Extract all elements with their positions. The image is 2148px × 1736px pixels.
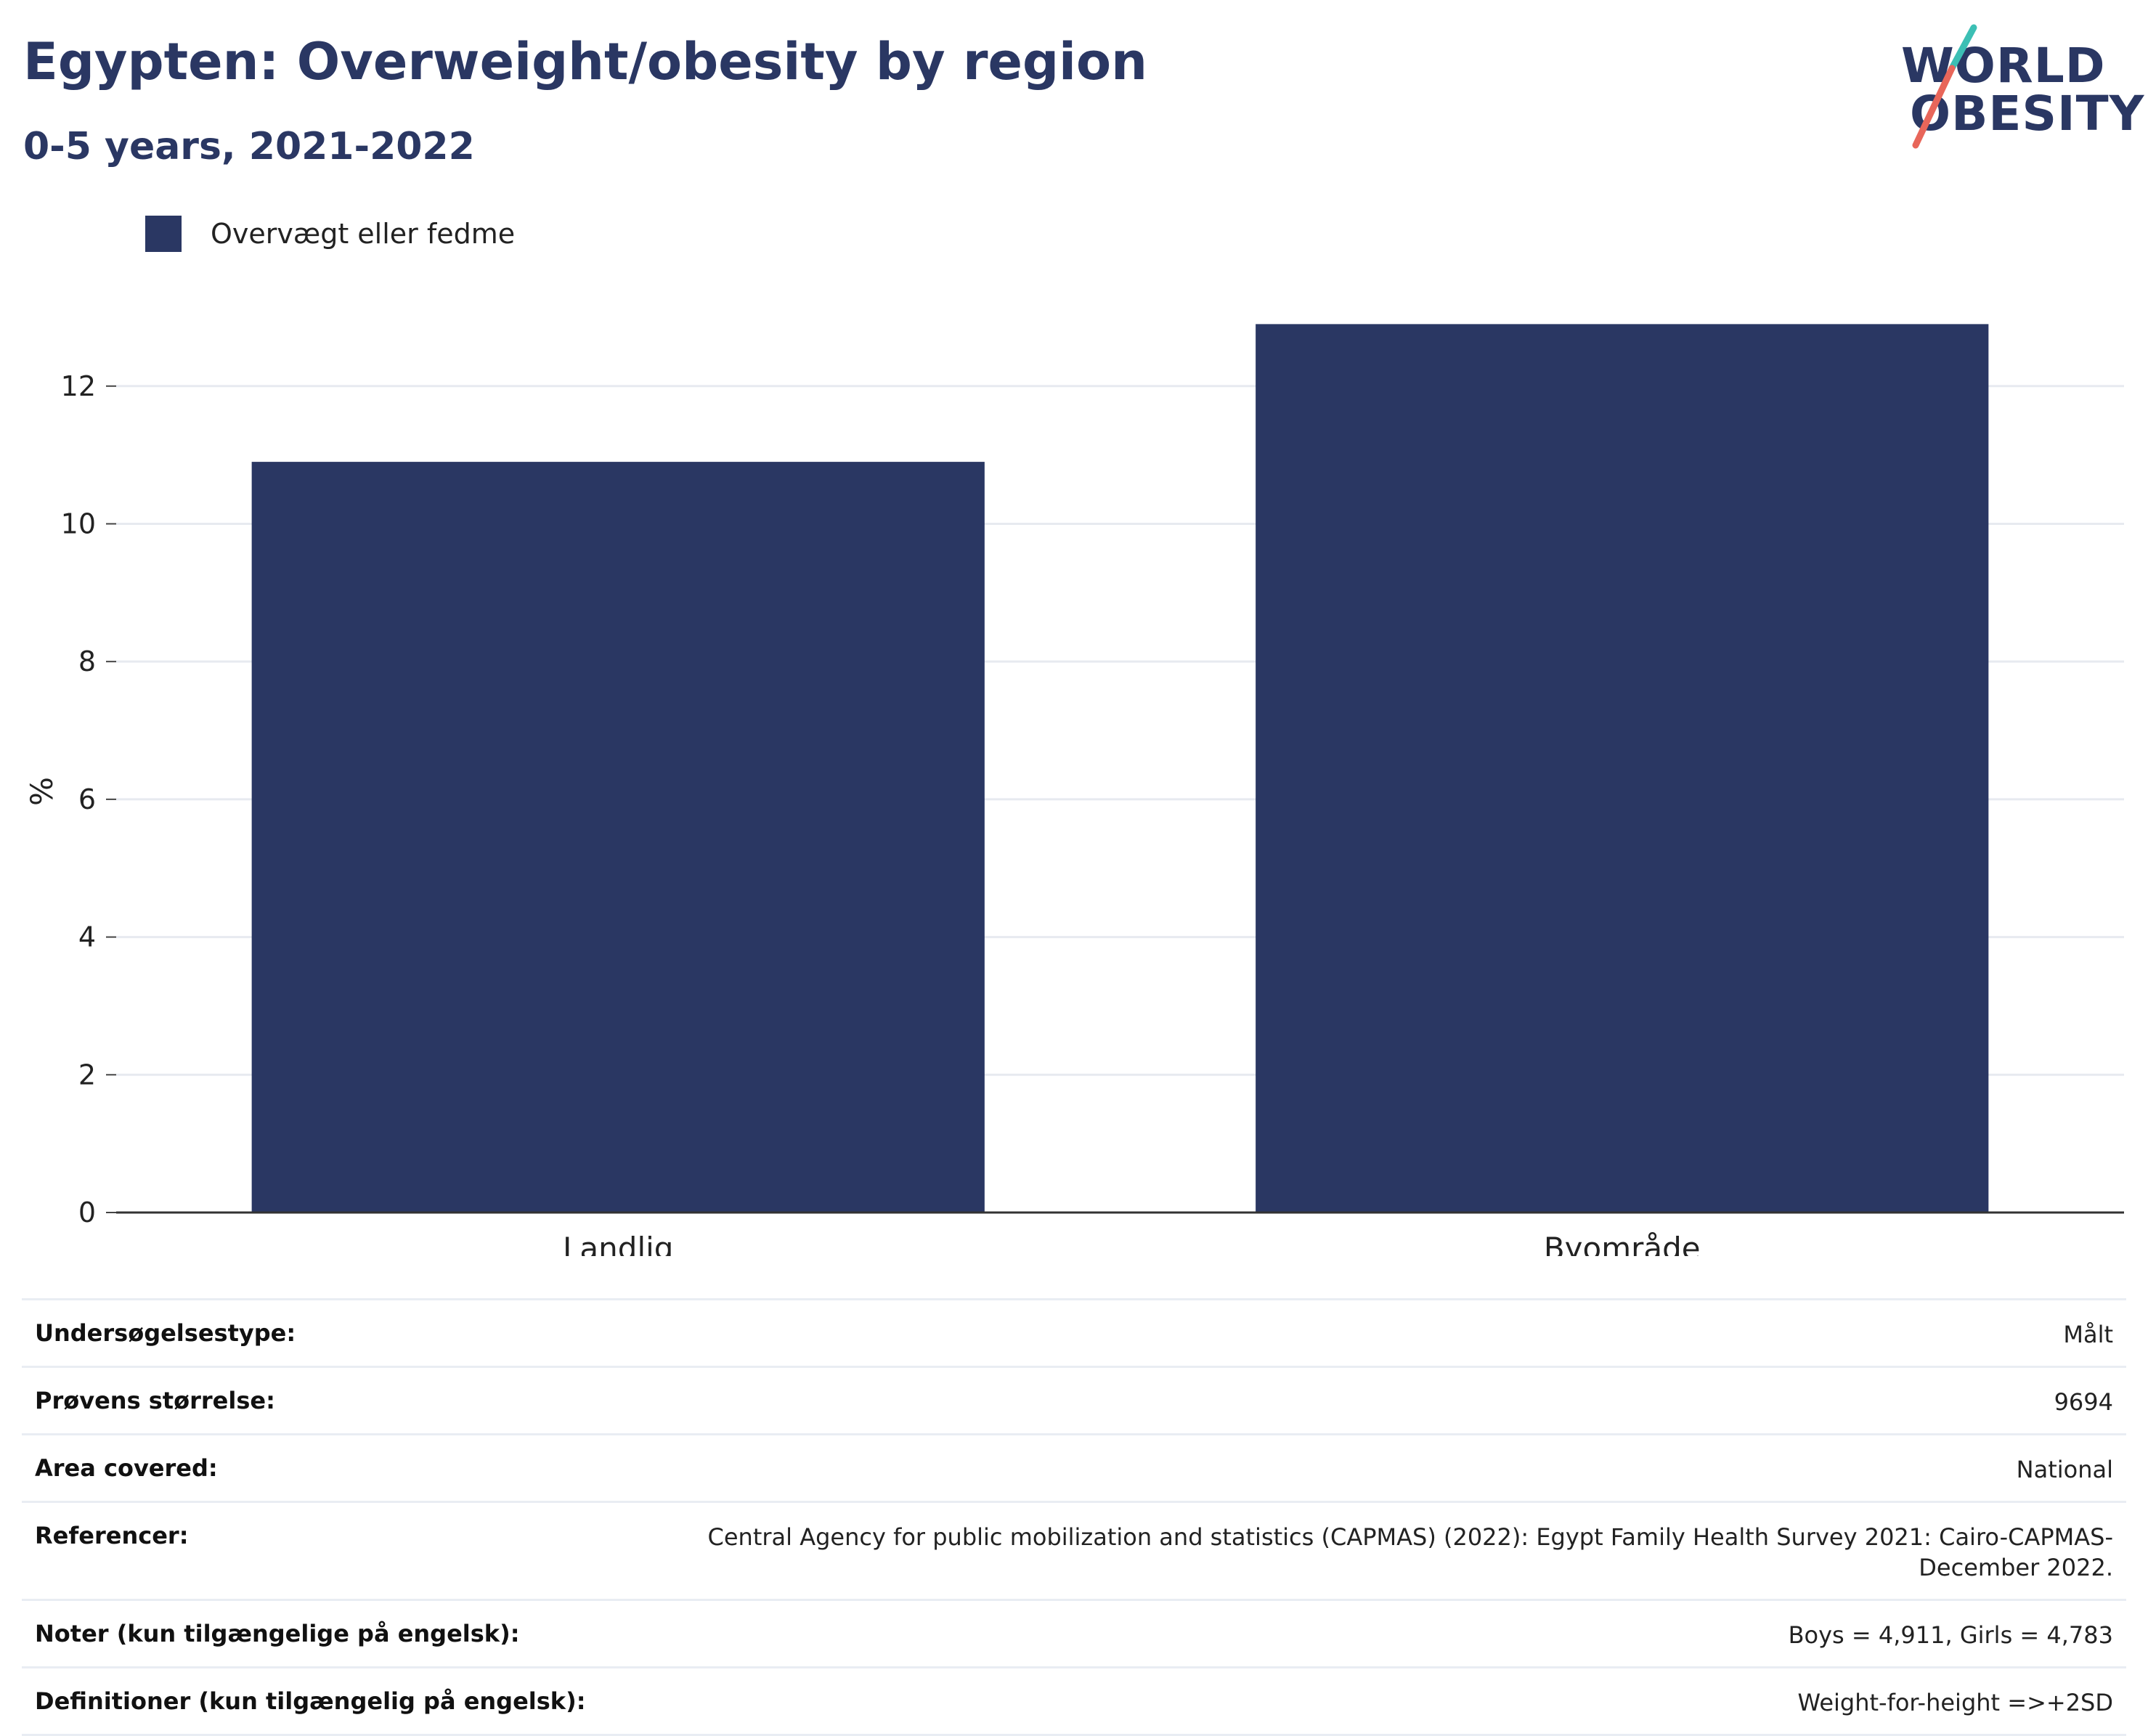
legend-label: Overvægt eller fedme [211, 218, 516, 250]
info-label: Undersøgelsestype: [35, 1319, 296, 1347]
logo-word-obesity: OBESITY [1910, 86, 2145, 142]
info-label: Definitioner (kun tilgængelig på engelsk… [35, 1687, 586, 1715]
y-tick-label: 0 [78, 1197, 96, 1228]
bar-landlig[interactable] [251, 462, 985, 1213]
info-value: 9694 [2054, 1388, 2113, 1416]
bar-chart: 0 2 4 6 8 10 12 Landlig Byområde % [24, 324, 2124, 1256]
x-tick-label: Byområde [1544, 1231, 1701, 1256]
info-value: Weight-for-height =>+2SD [1797, 1689, 2113, 1716]
logo-word-world: WORLD [1901, 38, 2106, 94]
y-tick-label: 2 [78, 1059, 96, 1091]
info-value: Central Agency for public mobilization a… [707, 1523, 2114, 1581]
info-row-survey-type: Undersøgelsestype: Målt [22, 1298, 2126, 1366]
bars [251, 324, 1989, 1213]
info-value: Målt [2063, 1321, 2113, 1348]
legend-swatch [145, 216, 182, 252]
chart-subtitle: 0-5 years, 2021-2022 [23, 125, 475, 168]
info-table: Undersøgelsestype: Målt Prøvens størrels… [22, 1298, 2126, 1736]
info-value: National [2016, 1456, 2113, 1483]
axes: 0 2 4 6 8 10 12 Landlig Byområde [61, 370, 2124, 1256]
logo-slash-icon [1912, 24, 1977, 149]
info-label: Referencer: [35, 1522, 189, 1549]
x-tick-label: Landlig [563, 1231, 673, 1256]
y-tick-label: 6 [78, 783, 96, 815]
y-tick-label: 8 [78, 645, 96, 677]
info-row-references: Referencer: Central Agency for public mo… [22, 1501, 2126, 1599]
info-row-definitions: Definitioner (kun tilgængelig på engelsk… [22, 1666, 2126, 1736]
info-label: Area covered: [35, 1454, 218, 1482]
y-tick-label: 12 [61, 370, 96, 402]
y-tick-label: 10 [61, 508, 96, 539]
info-value: Boys = 4,911, Girls = 4,783 [1788, 1621, 2113, 1649]
info-row-notes: Noter (kun tilgængelige på engelsk): Boy… [22, 1599, 2126, 1666]
info-row-sample-size: Prøvens størrelse: 9694 [22, 1366, 2126, 1433]
info-row-area-covered: Area covered: National [22, 1433, 2126, 1501]
chart-title: Egypten: Overweight/obesity by region [23, 32, 1147, 91]
world-obesity-logo[interactable]: WORLD OBESITY [1895, 22, 2144, 152]
info-label: Prøvens størrelse: [35, 1387, 275, 1414]
y-tick-label: 4 [78, 921, 96, 953]
bar-byområde[interactable] [1256, 324, 1989, 1213]
info-label: Noter (kun tilgængelige på engelsk): [35, 1620, 520, 1647]
chart-legend[interactable]: Overvægt eller fedme [145, 215, 515, 253]
y-axis-label: % [24, 777, 60, 806]
